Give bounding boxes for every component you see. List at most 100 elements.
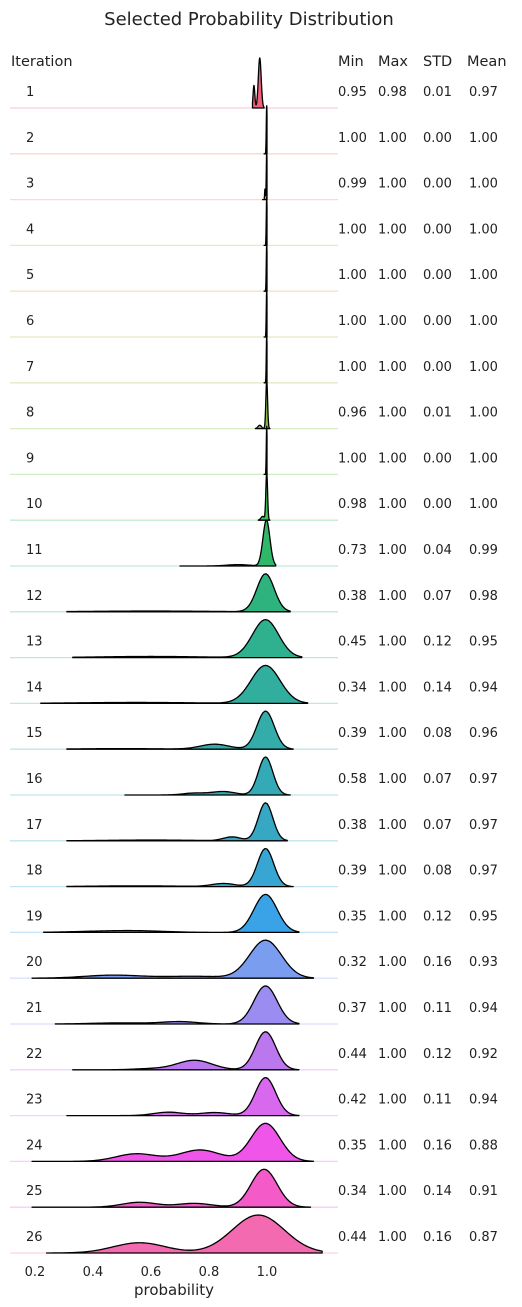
stat-mean: 0.95 [469, 635, 498, 650]
stat-max: 1.00 [378, 1001, 407, 1016]
stat-mean: 0.87 [469, 1230, 498, 1245]
stat-std: 0.00 [423, 451, 452, 466]
iteration-label: 12 [26, 589, 43, 604]
iteration-label: 23 [26, 1093, 43, 1108]
iteration-label: 5 [26, 268, 34, 283]
iteration-label: 25 [26, 1184, 43, 1199]
density-curve [66, 573, 291, 613]
stat-std: 0.07 [423, 589, 452, 604]
stat-mean: 1.00 [469, 360, 498, 375]
stat-mean: 0.97 [469, 864, 498, 879]
stat-max: 1.00 [378, 222, 407, 237]
ridge-row: 8 0.96 1.00 0.01 1.00 [10, 379, 498, 430]
stat-std: 0.07 [423, 772, 452, 787]
ridge-row: 23 0.42 1.00 0.11 0.94 [10, 1076, 498, 1117]
stat-min: 0.35 [338, 909, 367, 924]
stat-mean: 1.00 [469, 268, 498, 283]
density-curve [179, 519, 277, 567]
density-curve [72, 1031, 300, 1071]
col-header-mean: Mean [467, 54, 507, 70]
density-curve [263, 334, 268, 384]
ridge-row: 24 0.35 1.00 0.16 0.88 [10, 1122, 498, 1163]
stat-max: 1.00 [378, 680, 407, 695]
col-header-min: Min [338, 54, 364, 70]
x-tick-label: 0.8 [199, 1265, 220, 1280]
stat-min: 0.38 [338, 589, 367, 604]
density-curve [66, 1076, 300, 1117]
stat-min: 0.38 [338, 818, 367, 833]
stat-max: 1.00 [378, 314, 407, 329]
iteration-label: 3 [26, 177, 34, 192]
stat-min: 0.45 [338, 635, 367, 650]
ridge-row: 26 0.44 1.00 0.16 0.87 [10, 1214, 498, 1254]
stat-min: 0.35 [338, 1138, 367, 1153]
iteration-label: 20 [26, 955, 43, 970]
stat-max: 1.00 [378, 1138, 407, 1153]
stat-max: 1.00 [378, 1184, 407, 1199]
x-tick-label: 0.6 [141, 1265, 162, 1280]
ridge-row: 14 0.34 1.00 0.14 0.94 [10, 664, 498, 705]
stat-std: 0.00 [423, 177, 452, 192]
ridge-row: 10 0.98 1.00 0.00 1.00 [10, 471, 498, 521]
stat-max: 1.00 [378, 635, 407, 650]
stat-min: 1.00 [338, 131, 367, 146]
stat-std: 0.00 [423, 268, 452, 283]
ridge-row: 25 0.34 1.00 0.14 0.91 [10, 1168, 498, 1208]
iteration-label: 14 [26, 680, 43, 695]
iteration-label: 22 [26, 1047, 43, 1062]
ridge-row: 6 1.00 1.00 0.00 1.00 [10, 288, 498, 338]
iteration-label: 10 [26, 497, 43, 512]
col-header-std: STD [423, 54, 452, 70]
stat-mean: 0.97 [469, 772, 498, 787]
stat-max: 1.00 [378, 177, 407, 192]
stat-max: 1.00 [378, 1093, 407, 1108]
density-curve [263, 242, 268, 292]
stat-std: 0.08 [423, 864, 452, 879]
stat-max: 1.00 [378, 1047, 407, 1062]
stat-mean: 0.99 [469, 543, 498, 558]
iteration-label: 1 [26, 85, 34, 100]
density-curve [54, 985, 300, 1025]
stat-max: 1.00 [378, 955, 407, 970]
stat-max: 1.00 [378, 131, 407, 146]
ridge-row: 18 0.39 1.00 0.08 0.97 [10, 847, 498, 888]
stat-std: 0.04 [423, 543, 452, 558]
stat-min: 1.00 [338, 314, 367, 329]
stat-min: 1.00 [338, 451, 367, 466]
ridge-row: 5 1.00 1.00 0.00 1.00 [10, 242, 498, 292]
ridge-row: 1 0.95 0.98 0.01 0.97 [10, 57, 498, 109]
stat-mean: 0.95 [469, 909, 498, 924]
iteration-label: 11 [26, 543, 43, 558]
stat-min: 0.58 [338, 772, 367, 787]
stat-std: 0.00 [423, 222, 452, 237]
iteration-label: 21 [26, 1001, 43, 1016]
stat-std: 0.01 [423, 85, 452, 100]
stat-std: 0.12 [423, 1047, 452, 1062]
stat-min: 0.44 [338, 1230, 367, 1245]
stat-max: 1.00 [378, 818, 407, 833]
iteration-label: 2 [26, 131, 34, 146]
density-curve [257, 471, 271, 521]
stat-mean: 0.88 [469, 1138, 498, 1153]
ridge-row: 16 0.58 1.00 0.07 0.97 [10, 756, 498, 796]
ridge-rows: 1 0.95 0.98 0.01 0.972 1.00 1.00 0.00 1.003 0.99 1… [10, 57, 498, 1254]
x-tick-label: 1.0 [257, 1265, 278, 1280]
stat-mean: 0.92 [469, 1047, 498, 1062]
iteration-label: 18 [26, 864, 43, 879]
iteration-label: 19 [26, 909, 43, 924]
stat-std: 0.14 [423, 1184, 452, 1199]
stat-max: 1.00 [378, 360, 407, 375]
ridge-row: 7 1.00 1.00 0.00 1.00 [10, 334, 498, 384]
stat-min: 0.42 [338, 1093, 367, 1108]
ridge-row: 17 0.38 1.00 0.07 0.97 [10, 802, 498, 842]
iteration-label: 9 [26, 451, 34, 466]
stat-std: 0.08 [423, 726, 452, 741]
density-curve [72, 618, 303, 659]
stat-max: 1.00 [378, 589, 407, 604]
stat-min: 0.32 [338, 955, 367, 970]
stat-max: 1.00 [378, 864, 407, 879]
stat-mean: 0.93 [469, 955, 498, 970]
stat-mean: 1.00 [469, 177, 498, 192]
stat-min: 0.95 [338, 85, 367, 100]
